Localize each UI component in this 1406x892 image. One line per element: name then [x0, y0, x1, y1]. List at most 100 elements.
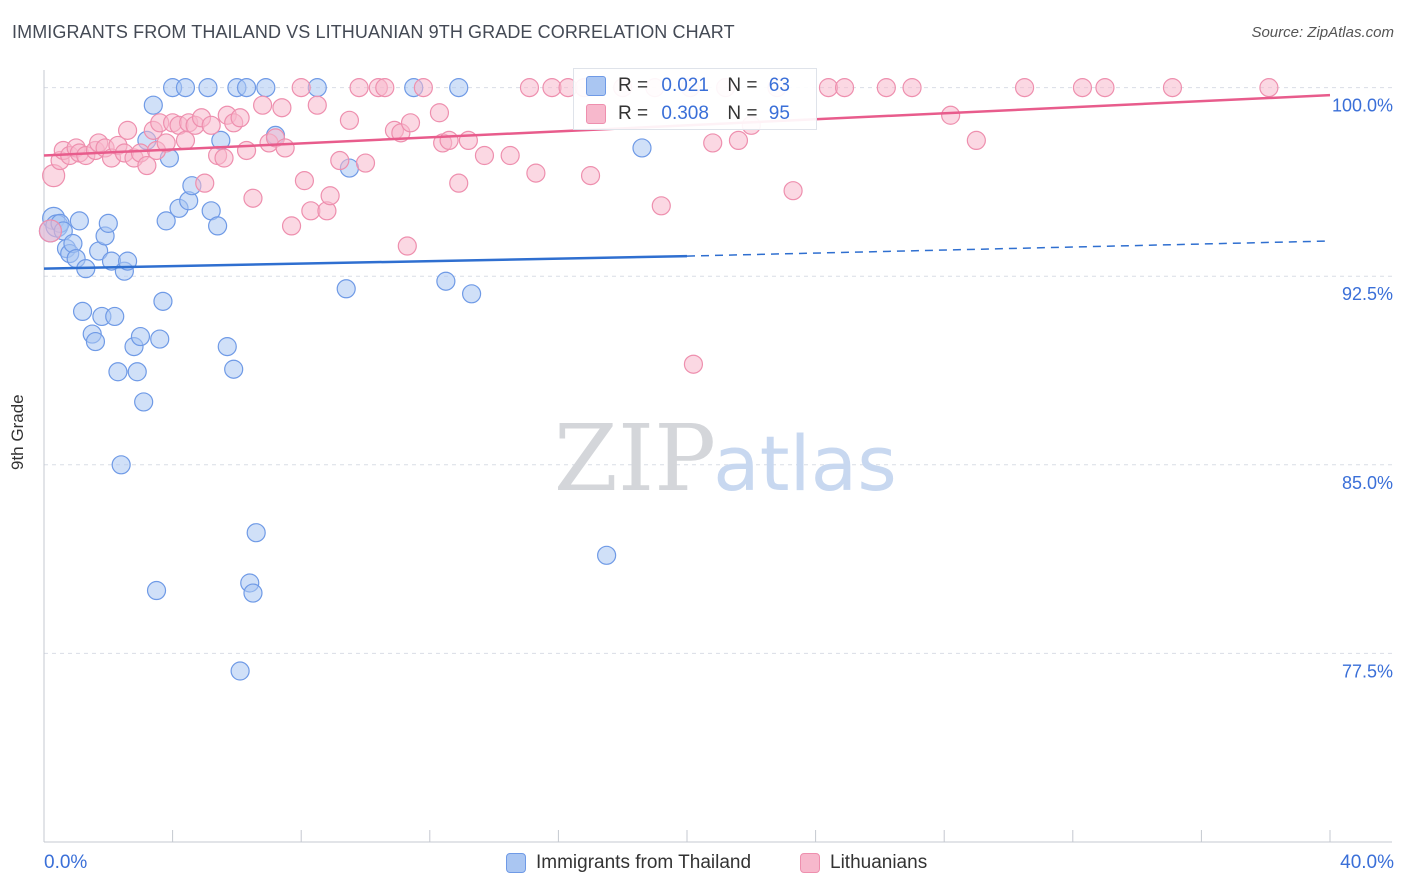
- data-point-thailand[interactable]: [243, 583, 263, 603]
- data-point-lithuanians[interactable]: [230, 108, 250, 128]
- data-point-lithuanians[interactable]: [294, 171, 315, 191]
- data-point-lithuanians[interactable]: [542, 78, 562, 98]
- data-point-thailand[interactable]: [256, 78, 276, 98]
- data-point-lithuanians[interactable]: [966, 130, 986, 151]
- watermark-zip: ZIP: [554, 405, 716, 512]
- data-point-thailand[interactable]: [130, 326, 151, 347]
- data-point-lithuanians[interactable]: [355, 153, 376, 173]
- data-point-lithuanians[interactable]: [307, 95, 327, 115]
- data-point-thailand[interactable]: [597, 545, 617, 565]
- data-point-lithuanians[interactable]: [818, 78, 839, 98]
- data-point-lithuanians[interactable]: [137, 155, 157, 176]
- legend-bottom: Immigrants from Thailand Lithuanians: [0, 852, 1406, 878]
- legend-item-lithuanians[interactable]: Lithuanians: [800, 852, 927, 874]
- data-point-lithuanians[interactable]: [449, 173, 469, 193]
- data-point-thailand[interactable]: [461, 284, 482, 304]
- data-point-thailand[interactable]: [436, 271, 456, 291]
- data-point-lithuanians[interactable]: [526, 163, 546, 183]
- data-point-thailand[interactable]: [230, 661, 250, 681]
- data-point-lithuanians[interactable]: [291, 78, 311, 98]
- data-point-lithuanians[interactable]: [1162, 78, 1183, 98]
- data-point-thailand[interactable]: [632, 138, 652, 158]
- x-tick-label-max: 40.0%: [1340, 852, 1394, 873]
- data-point-thailand[interactable]: [117, 251, 138, 271]
- y-tick-label: 85.0%: [1342, 473, 1393, 493]
- data-point-lithuanians[interactable]: [580, 166, 601, 186]
- data-point-lithuanians[interactable]: [375, 78, 395, 98]
- data-point-lithuanians[interactable]: [941, 105, 961, 125]
- watermark-atlas: atlas: [713, 419, 897, 508]
- data-point-lithuanians[interactable]: [413, 78, 433, 98]
- data-point-lithuanians[interactable]: [253, 95, 273, 115]
- data-point-lithuanians[interactable]: [902, 78, 922, 98]
- data-point-thailand[interactable]: [198, 78, 218, 98]
- data-point-lithuanians[interactable]: [683, 354, 704, 374]
- data-point-lithuanians[interactable]: [728, 130, 749, 151]
- data-point-thailand[interactable]: [153, 291, 173, 311]
- data-point-thailand[interactable]: [69, 211, 89, 231]
- data-point-lithuanians[interactable]: [236, 140, 257, 161]
- data-point-lithuanians[interactable]: [281, 216, 302, 236]
- data-point-lithuanians[interactable]: [397, 236, 417, 256]
- data-point-lithuanians[interactable]: [156, 133, 176, 153]
- trend-line-thailand-solid: [43, 254, 688, 270]
- data-point-thailand[interactable]: [307, 78, 327, 98]
- n-value: 63: [768, 75, 790, 96]
- legend-swatch-blue: [586, 76, 606, 96]
- data-point-thailand[interactable]: [105, 306, 125, 327]
- data-point-lithuanians[interactable]: [429, 103, 450, 123]
- legend-label-lithuanians: Lithuanians: [830, 852, 928, 873]
- data-point-lithuanians[interactable]: [1259, 78, 1279, 98]
- data-point-lithuanians[interactable]: [349, 78, 369, 98]
- data-point-thailand[interactable]: [156, 211, 176, 231]
- data-point-lithuanians[interactable]: [876, 78, 896, 98]
- data-point-lithuanians[interactable]: [214, 148, 234, 168]
- legend-item-thailand[interactable]: Immigrants from Thailand: [506, 852, 751, 874]
- data-point-lithuanians[interactable]: [272, 98, 292, 118]
- data-point-lithuanians[interactable]: [38, 219, 63, 243]
- data-point-lithuanians[interactable]: [275, 138, 295, 158]
- data-point-thailand[interactable]: [146, 580, 167, 601]
- data-point-lithuanians[interactable]: [1014, 78, 1035, 98]
- data-point-lithuanians[interactable]: [195, 173, 215, 193]
- data-point-lithuanians[interactable]: [1095, 78, 1115, 98]
- data-point-thailand[interactable]: [449, 78, 469, 98]
- data-point-lithuanians[interactable]: [400, 113, 421, 133]
- data-point-thailand[interactable]: [217, 337, 237, 357]
- data-point-lithuanians[interactable]: [474, 145, 495, 166]
- data-point-lithuanians[interactable]: [330, 150, 350, 171]
- data-point-thailand[interactable]: [246, 523, 266, 543]
- data-point-lithuanians[interactable]: [519, 78, 540, 98]
- legend-inset-row-thailand: R = 0.021 N = 63: [586, 75, 790, 97]
- data-point-thailand[interactable]: [127, 362, 147, 382]
- data-point-thailand[interactable]: [208, 216, 228, 236]
- data-point-thailand[interactable]: [98, 213, 118, 233]
- data-point-lithuanians[interactable]: [500, 145, 520, 166]
- data-point-thailand[interactable]: [111, 455, 131, 475]
- chart-title: IMMIGRANTS FROM THAILAND VS LITHUANIAN 9…: [12, 22, 735, 42]
- data-point-lithuanians[interactable]: [243, 188, 263, 208]
- data-point-thailand[interactable]: [72, 301, 93, 322]
- data-point-thailand[interactable]: [236, 78, 257, 98]
- data-point-thailand[interactable]: [150, 329, 170, 349]
- data-point-thailand[interactable]: [85, 331, 106, 352]
- data-point-thailand[interactable]: [224, 359, 244, 379]
- data-point-thailand[interactable]: [336, 279, 356, 299]
- data-point-thailand[interactable]: [175, 78, 196, 98]
- data-point-lithuanians[interactable]: [834, 78, 855, 98]
- data-point-lithuanians[interactable]: [117, 120, 138, 140]
- r-label: R =: [618, 75, 649, 96]
- data-point-lithuanians[interactable]: [320, 186, 340, 206]
- data-point-lithuanians[interactable]: [1072, 78, 1093, 98]
- data-point-lithuanians[interactable]: [651, 196, 671, 216]
- data-point-lithuanians[interactable]: [339, 110, 360, 130]
- data-point-lithuanians[interactable]: [783, 181, 803, 201]
- data-point-thailand[interactable]: [108, 362, 128, 382]
- data-point-lithuanians[interactable]: [301, 201, 321, 221]
- data-point-thailand[interactable]: [143, 95, 163, 115]
- n-value: 95: [768, 103, 790, 124]
- data-point-lithuanians[interactable]: [201, 115, 221, 135]
- data-point-thailand[interactable]: [134, 392, 154, 412]
- data-point-lithuanians[interactable]: [703, 133, 723, 153]
- data-point-lithuanians[interactable]: [439, 130, 459, 151]
